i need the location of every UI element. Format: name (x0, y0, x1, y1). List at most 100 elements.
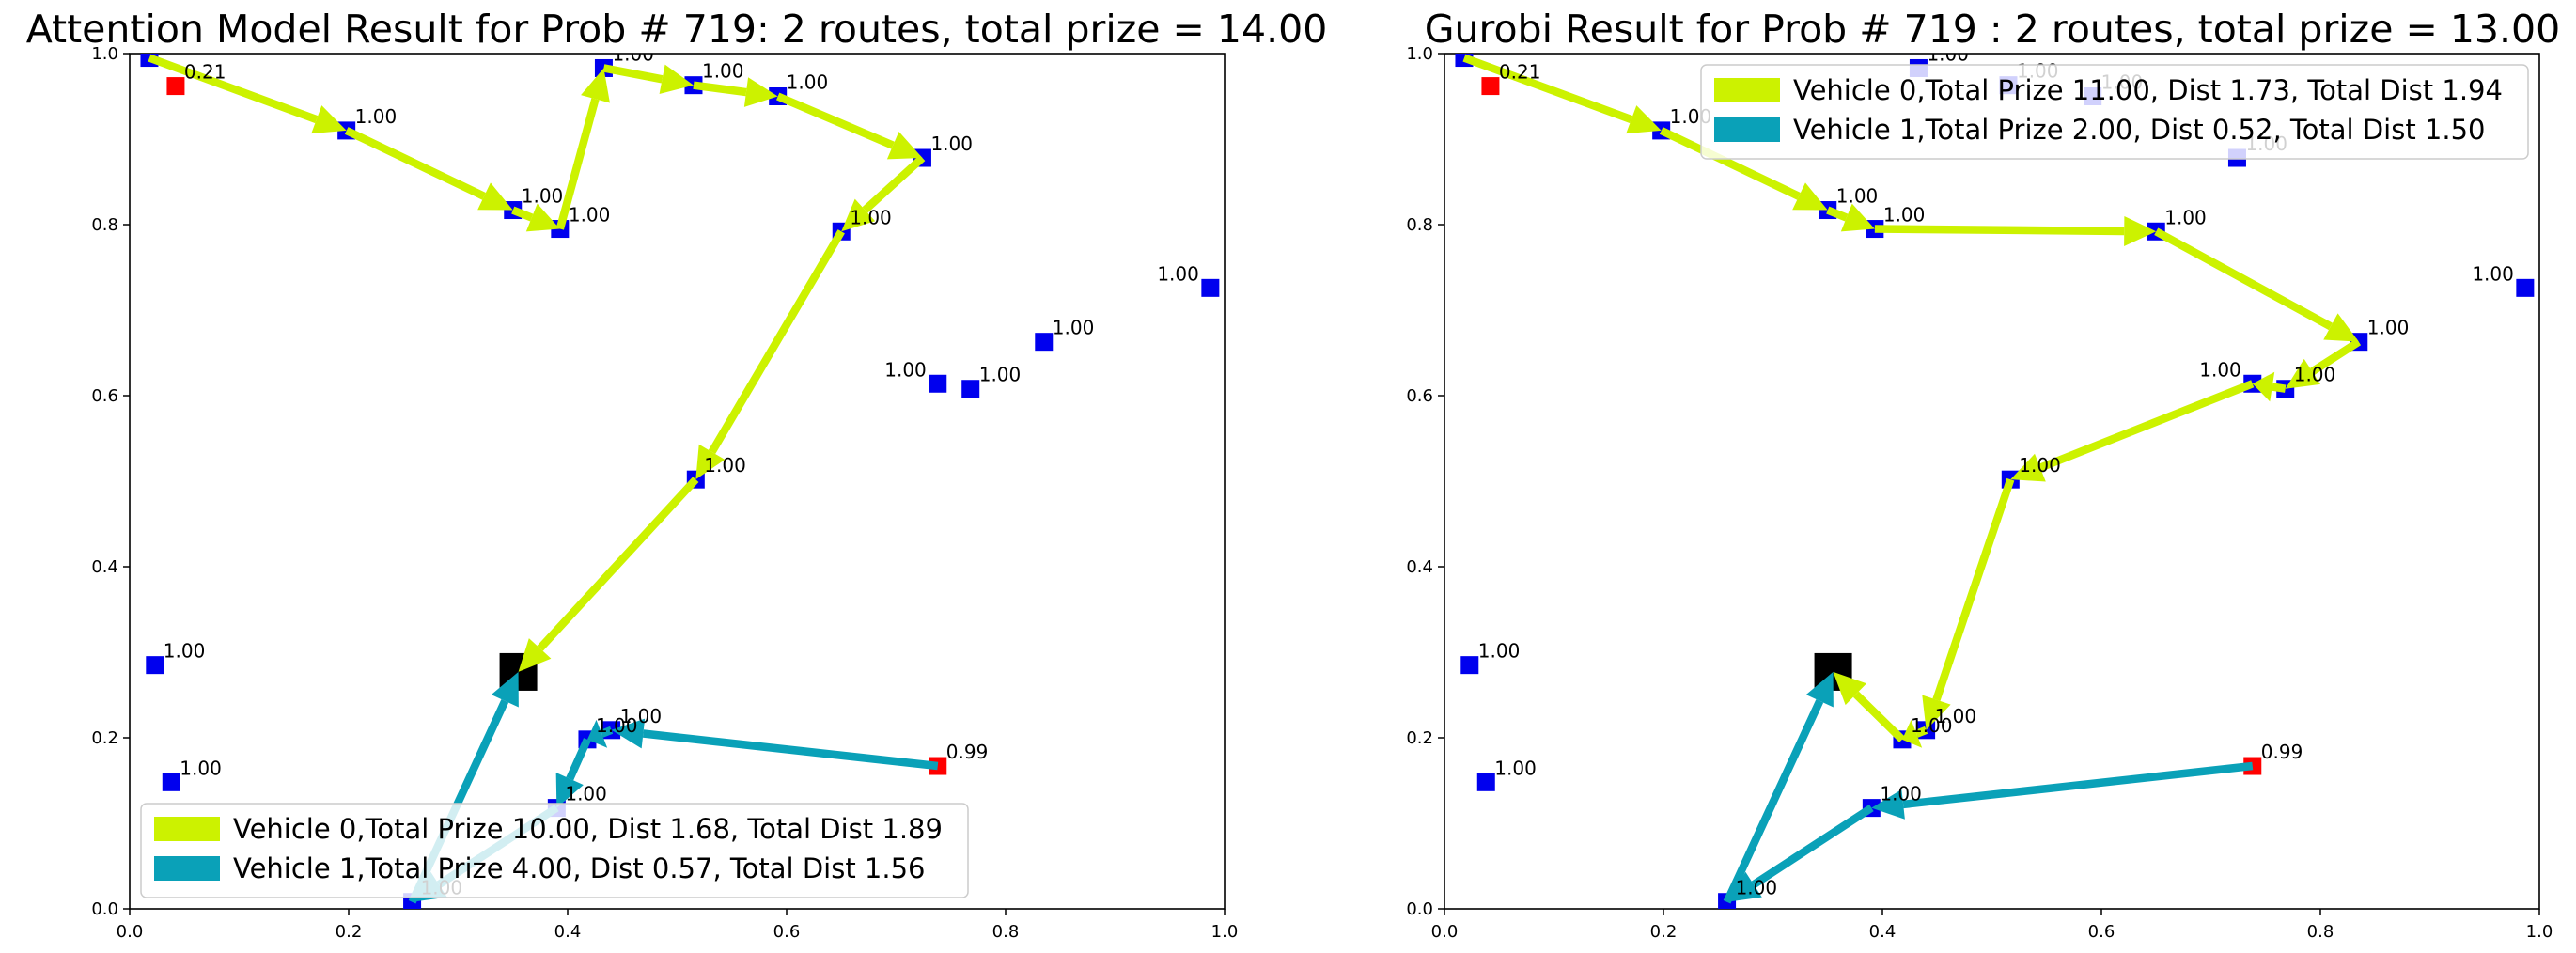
route-segment (2310, 338, 2362, 375)
attention-model-panel: Attention Model Result for Prob # 719: 2… (26, 7, 1328, 942)
route-segment (1852, 691, 1905, 742)
route-segment (602, 64, 664, 84)
route-arrowhead (1626, 105, 1662, 134)
route-arrowhead (886, 131, 923, 160)
node-prize-label: 1.00 (1053, 317, 1095, 339)
y-tick-label: 0.8 (91, 215, 118, 235)
route-segment (1932, 477, 2015, 701)
node-prize-label: 1.00 (565, 783, 607, 805)
route-segment (1462, 54, 1633, 124)
route-arrowhead (1805, 671, 1834, 708)
node-prize-label: 1.00 (2019, 454, 2061, 476)
red-node-marker (1481, 77, 1500, 96)
node-prize-label: 1.00 (1883, 204, 1926, 227)
legend-box (140, 803, 969, 898)
route-arrowhead (2285, 358, 2320, 389)
node-prize-label: 1.00 (2164, 206, 2207, 228)
legend-swatch-vehicle-0 (154, 817, 220, 841)
chart-title: Attention Model Result for Prob # 719: 2… (26, 7, 1328, 52)
y-tick-label: 0.8 (1406, 215, 1433, 235)
legend-swatch-vehicle-1 (1714, 117, 1780, 142)
node-marker (961, 380, 980, 398)
x-tick-label: 0.0 (117, 922, 144, 942)
legend-label-vehicle-0: Vehicle 0,Total Prize 10.00, Dist 1.68, … (233, 813, 943, 845)
route-arrowhead (1901, 719, 1923, 748)
node-prize-label: 1.00 (355, 105, 398, 128)
route-segment (344, 127, 486, 200)
node-prize-label: 1.00 (2472, 262, 2514, 285)
node-prize-label: 1.00 (1157, 262, 1199, 285)
route-segment (600, 726, 614, 738)
node-marker (2516, 278, 2535, 297)
route-arrowhead (518, 638, 552, 672)
route-arrowhead (491, 671, 519, 708)
y-tick-label: 0.0 (91, 899, 118, 919)
route-segment (2272, 383, 2287, 393)
node-prize-label: 1.00 (1880, 783, 1922, 805)
chart-title: Gurobi Result for Prob # 719 : 2 routes,… (1425, 7, 2560, 52)
node-marker (1201, 278, 1220, 297)
node-prize-label: 1.00 (158, 33, 200, 55)
node-prize-label: 1.00 (1478, 640, 1521, 663)
y-tick-label: 1.0 (1406, 44, 1433, 64)
axes-frame (129, 53, 1226, 910)
vehicle-1-route (1723, 671, 2254, 904)
vehicle-0-route (1462, 54, 2362, 748)
node-prize-label: 1.00 (1494, 757, 1537, 779)
route-arrowhead (477, 182, 513, 211)
node-prize-label: 1.00 (2199, 358, 2241, 381)
route-arrowhead (2124, 215, 2157, 246)
legend: Vehicle 0,Total Prize 11.00, Dist 1.73, … (1700, 64, 2529, 160)
red-node-marker (166, 77, 185, 96)
route-arrowhead (311, 105, 347, 134)
route-arrowhead (2323, 313, 2359, 342)
route-segment (693, 81, 747, 97)
node-prize-label: 1.00 (1736, 877, 1778, 899)
route-segment (566, 738, 591, 781)
y-tick-label: 1.0 (91, 44, 118, 64)
x-tick-label: 0.2 (1650, 922, 1678, 942)
node-prize-label: 1.00 (2367, 317, 2410, 339)
node-prize-label: 1.00 (1473, 33, 1515, 55)
route-arrowhead (695, 444, 726, 480)
route-segment (862, 154, 926, 213)
y-tick-label: 0.2 (1406, 728, 1433, 748)
route-segment (1902, 761, 2254, 809)
node-prize-label: 1.00 (569, 204, 611, 227)
node-prize-label: 1.00 (620, 705, 663, 727)
node-marker (1035, 333, 1054, 352)
gurobi-panel: Gurobi Result for Prob # 719 : 2 routes,… (1406, 7, 2560, 942)
route-segment (537, 476, 699, 651)
node-marker (146, 656, 164, 675)
node-marker (1460, 656, 1479, 675)
route-arrowhead (586, 719, 608, 748)
node-prize-label: 1.00 (1836, 185, 1879, 208)
legend: Vehicle 0,Total Prize 10.00, Dist 1.68, … (140, 803, 969, 898)
x-tick-label: 1.0 (1211, 922, 1239, 942)
route-segment (1826, 206, 1849, 222)
route-segment (2038, 380, 2255, 472)
route-arrowhead (1922, 695, 1951, 730)
y-tick-label: 0.6 (1406, 386, 1433, 406)
route-segment (642, 729, 939, 771)
node-prize-label: 1.00 (180, 757, 222, 779)
node-prize-label: 0.99 (2261, 741, 2303, 763)
node-prize-label: 1.00 (596, 714, 638, 737)
y-tick-label: 0.2 (91, 728, 118, 748)
route-arrowhead (525, 203, 560, 232)
node-prize-label: 1.00 (787, 71, 829, 94)
route-arrowhead (1726, 871, 1762, 902)
legend-box (1700, 64, 2529, 160)
route-arrowhead (659, 64, 694, 95)
node-prize-label: 1.00 (884, 358, 927, 381)
route-segment (1723, 699, 1824, 904)
legend-label-vehicle-1: Vehicle 1,Total Prize 2.00, Dist 0.52, T… (1793, 114, 2485, 146)
node-prize-label: 0.99 (946, 741, 989, 763)
legend-label-vehicle-1: Vehicle 1,Total Prize 4.00, Dist 0.57, T… (233, 852, 925, 884)
route-segment (776, 92, 895, 149)
node-marker (929, 374, 947, 393)
node-prize-label: 1.00 (2294, 364, 2336, 386)
route-segment (1659, 127, 1801, 200)
